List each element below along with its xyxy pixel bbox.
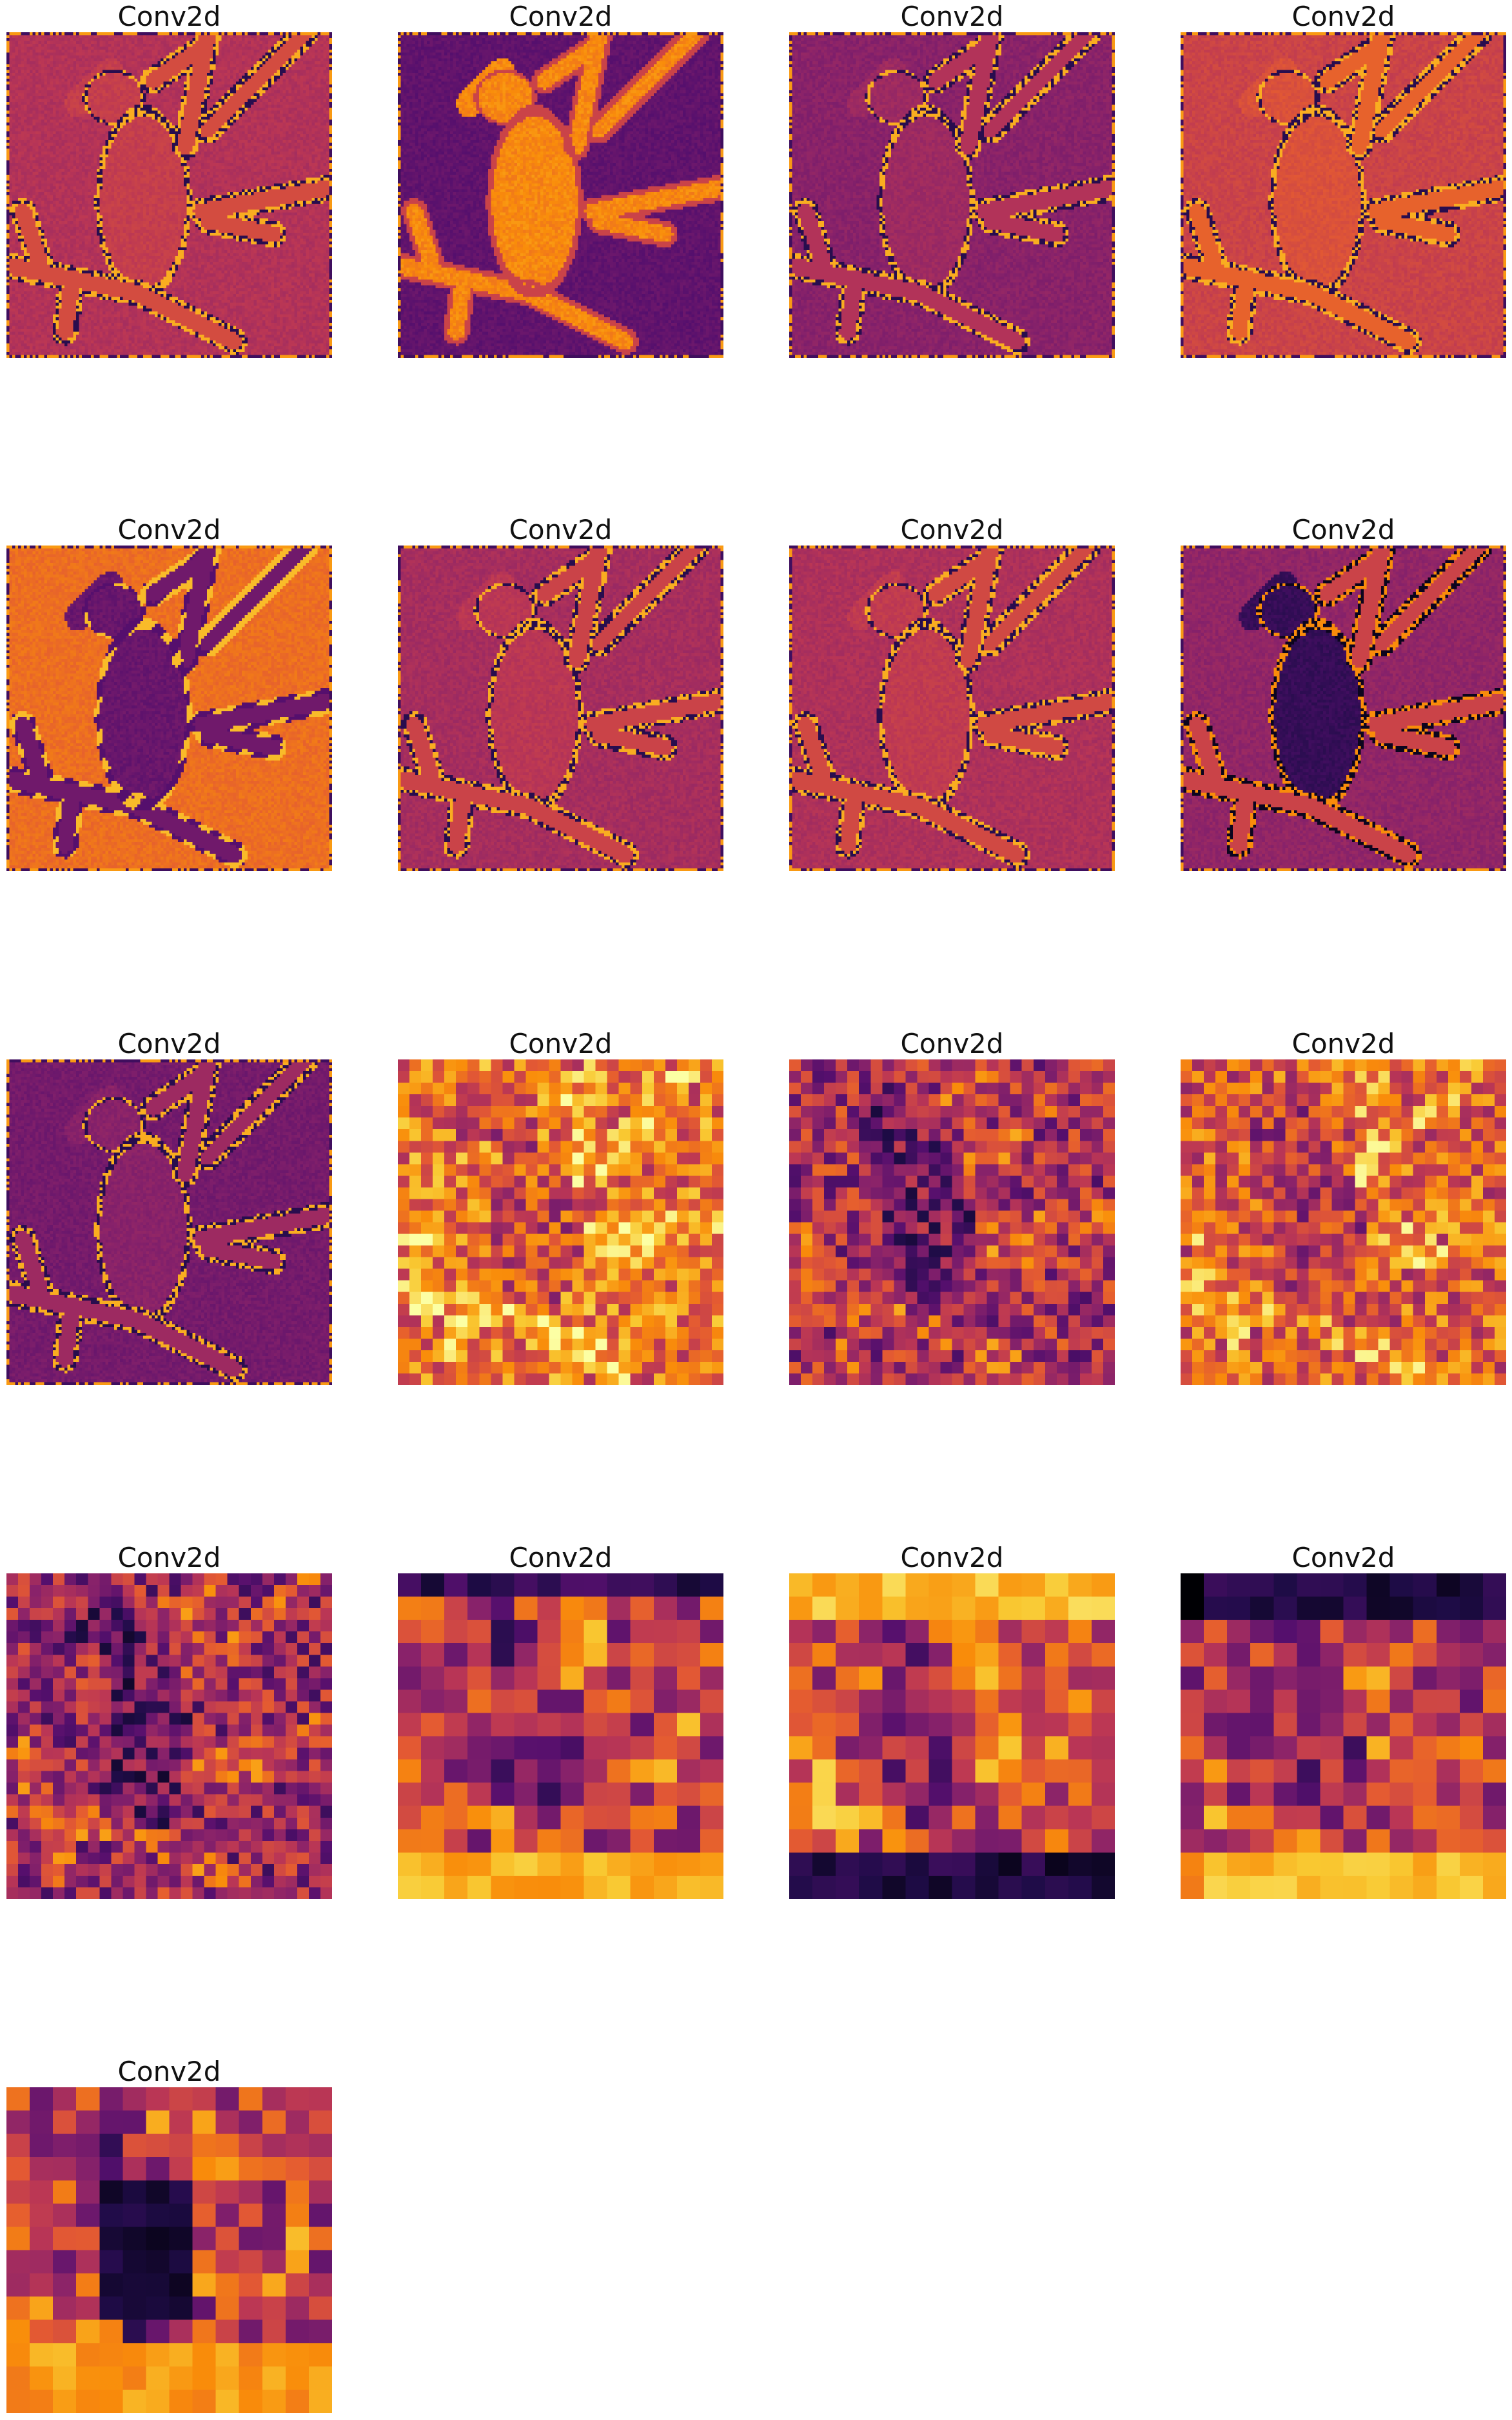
feature-map-heatmap [6,2087,332,2413]
panel-title: Conv2d [509,1,613,32]
panel-title: Conv2d [117,1028,221,1059]
feature-map-heatmap [1181,1573,1506,1899]
panel-title: Conv2d [1291,1542,1395,1573]
panel-title: Conv2d [1291,1028,1395,1059]
panel-title: Conv2d [509,1028,613,1059]
feature-map-heatmap [398,32,723,358]
panel-title: Conv2d [1291,514,1395,546]
feature-map-heatmap [1181,1059,1506,1385]
feature-map-heatmap [398,1573,723,1899]
panel-title: Conv2d [900,1542,1004,1573]
panel-title: Conv2d [900,514,1004,546]
panel-title: Conv2d [900,1028,1004,1059]
feature-map-heatmap [789,32,1115,358]
panel-title: Conv2d [117,514,221,546]
panel-title: Conv2d [509,514,613,546]
feature-map-heatmap [398,1059,723,1385]
feature-map-heatmap [789,1573,1115,1899]
panel-title: Conv2d [900,1,1004,32]
feature-map-heatmap [1181,32,1506,358]
feature-map-heatmap [789,1059,1115,1385]
feature-map-heatmap [1181,546,1506,871]
panel-title: Conv2d [117,1,221,32]
panel-title: Conv2d [509,1542,613,1573]
feature-map-heatmap [398,546,723,871]
feature-map-heatmap [6,1059,332,1385]
feature-map-heatmap [6,32,332,358]
feature-map-heatmap [6,1573,332,1899]
panel-title: Conv2d [117,2056,221,2087]
panel-title: Conv2d [117,1542,221,1573]
feature-map-heatmap [6,546,332,871]
panel-title: Conv2d [1291,1,1395,32]
feature-map-heatmap [789,546,1115,871]
